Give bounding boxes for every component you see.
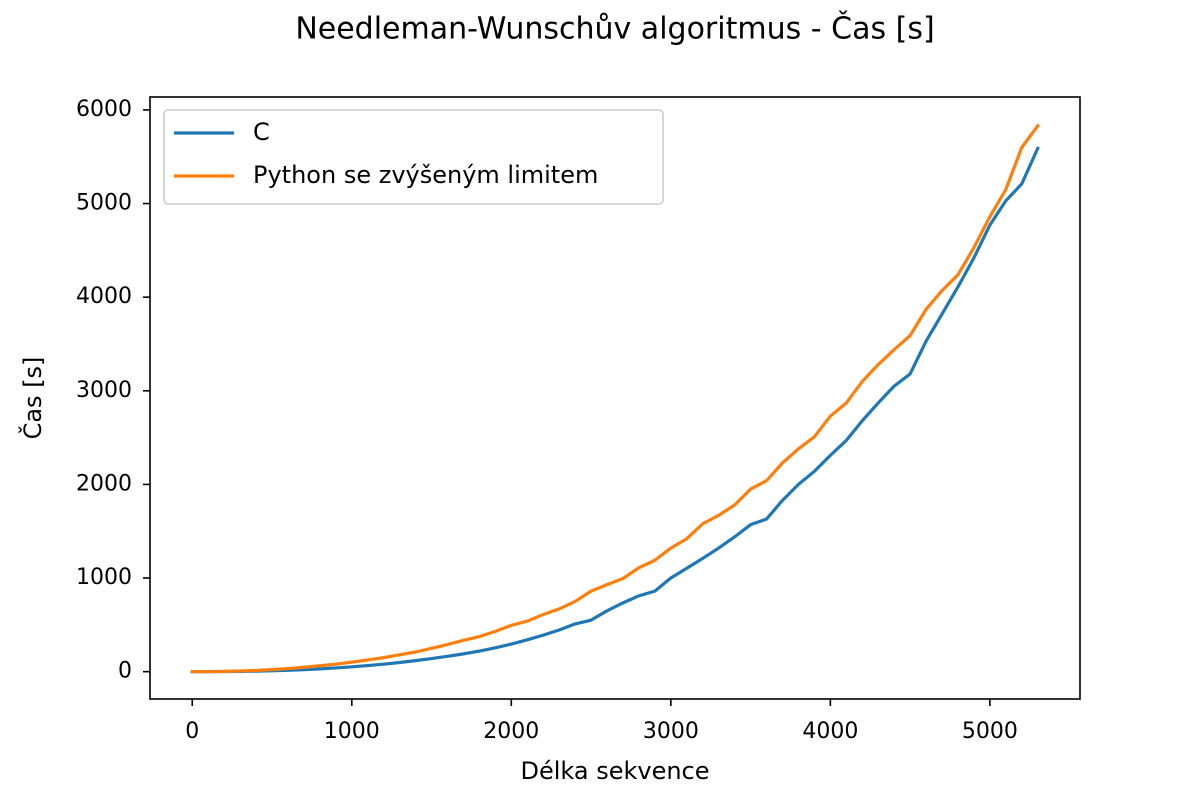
legend-label-1: Python se zvýšeným limitem (253, 161, 598, 189)
x-tick-label: 3000 (643, 719, 699, 744)
x-tick-label: 5000 (962, 719, 1018, 744)
chart-title: Needleman-Wunschův algoritmus - Čas [s] (295, 10, 934, 47)
y-tick-label: 4000 (76, 284, 132, 309)
x-tick-label: 0 (185, 719, 199, 744)
x-axis-ticks: 0 1000 2000 3000 4000 5000 (185, 699, 1018, 744)
y-tick-label: 6000 (76, 97, 132, 122)
y-tick-label: 2000 (76, 471, 132, 496)
y-axis-label: Čas [s] (17, 357, 47, 440)
x-tick-label: 1000 (324, 719, 380, 744)
x-axis-label: Délka sekvence (520, 757, 709, 785)
y-tick-label: 5000 (76, 191, 132, 216)
legend: C Python se zvýšeným limitem (163, 109, 664, 205)
legend-label-0: C (253, 118, 270, 146)
x-tick-label: 2000 (483, 719, 539, 744)
x-tick-label: 4000 (802, 719, 858, 744)
legend-box (163, 109, 664, 205)
series-lines (190, 123, 1040, 674)
y-tick-label: 3000 (76, 378, 132, 403)
y-axis-ticks: 0 1000 2000 3000 4000 5000 6000 (76, 97, 150, 684)
y-tick-label: 0 (118, 659, 132, 684)
series-line-0 (190, 146, 1040, 674)
series-line-1 (190, 123, 1040, 674)
y-tick-label: 1000 (76, 565, 132, 590)
plot-frame (149, 96, 1081, 700)
